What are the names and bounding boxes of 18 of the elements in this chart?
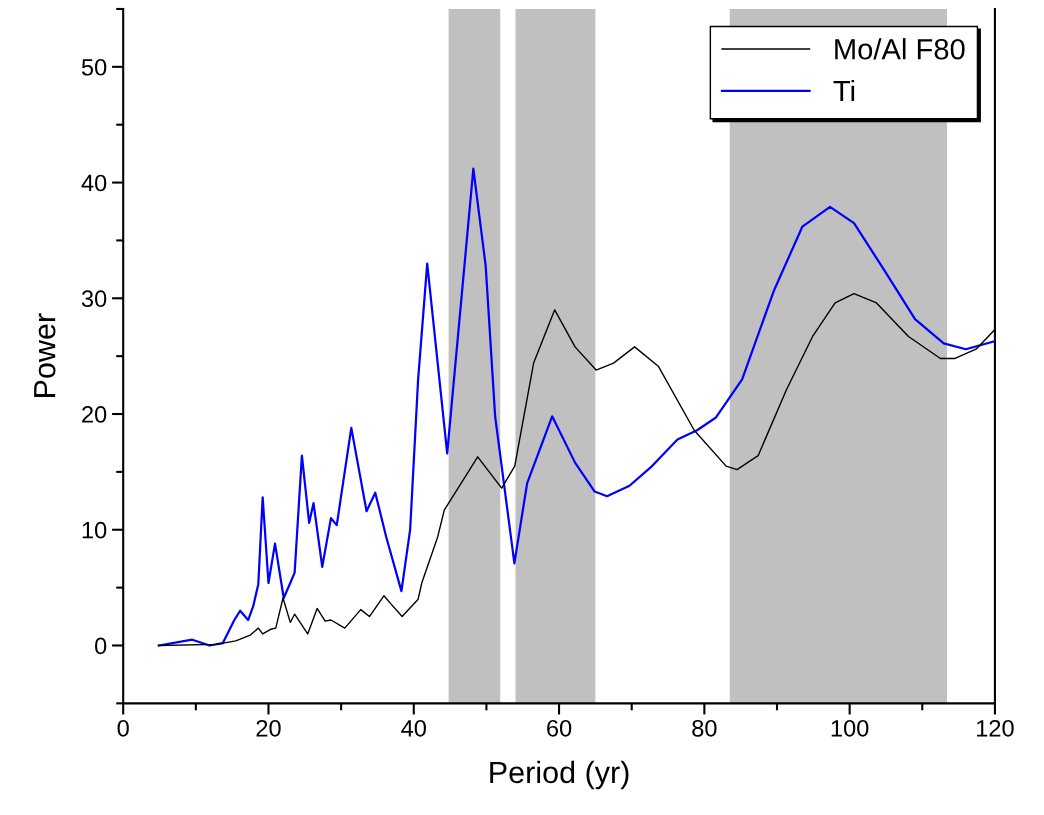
y-tick-label: 30 xyxy=(81,290,107,308)
y-axis-title: Power xyxy=(34,313,56,397)
y-tick-label: 0 xyxy=(95,637,107,655)
y-tick-label: 40 xyxy=(81,174,107,192)
y-tick-label: 20 xyxy=(82,406,107,423)
legend-label: Mo/Al F80 xyxy=(835,38,965,60)
x-tick-label: 120 xyxy=(977,719,1014,737)
x-tick-label: 80 xyxy=(692,719,717,737)
x-tick-label: 60 xyxy=(547,719,572,737)
x-tick-label: 100 xyxy=(831,719,869,737)
line-series xyxy=(157,167,995,647)
x-tick-label: 20 xyxy=(256,719,281,737)
x-tick-label: 40 xyxy=(401,719,426,737)
x-axis-title: Period (yr) xyxy=(490,760,629,790)
y-tick-label: 10 xyxy=(82,521,107,539)
y-tick-label: 50 xyxy=(81,58,107,76)
legend-label: Ti xyxy=(833,79,855,102)
x-tick-label: 0 xyxy=(117,719,129,737)
